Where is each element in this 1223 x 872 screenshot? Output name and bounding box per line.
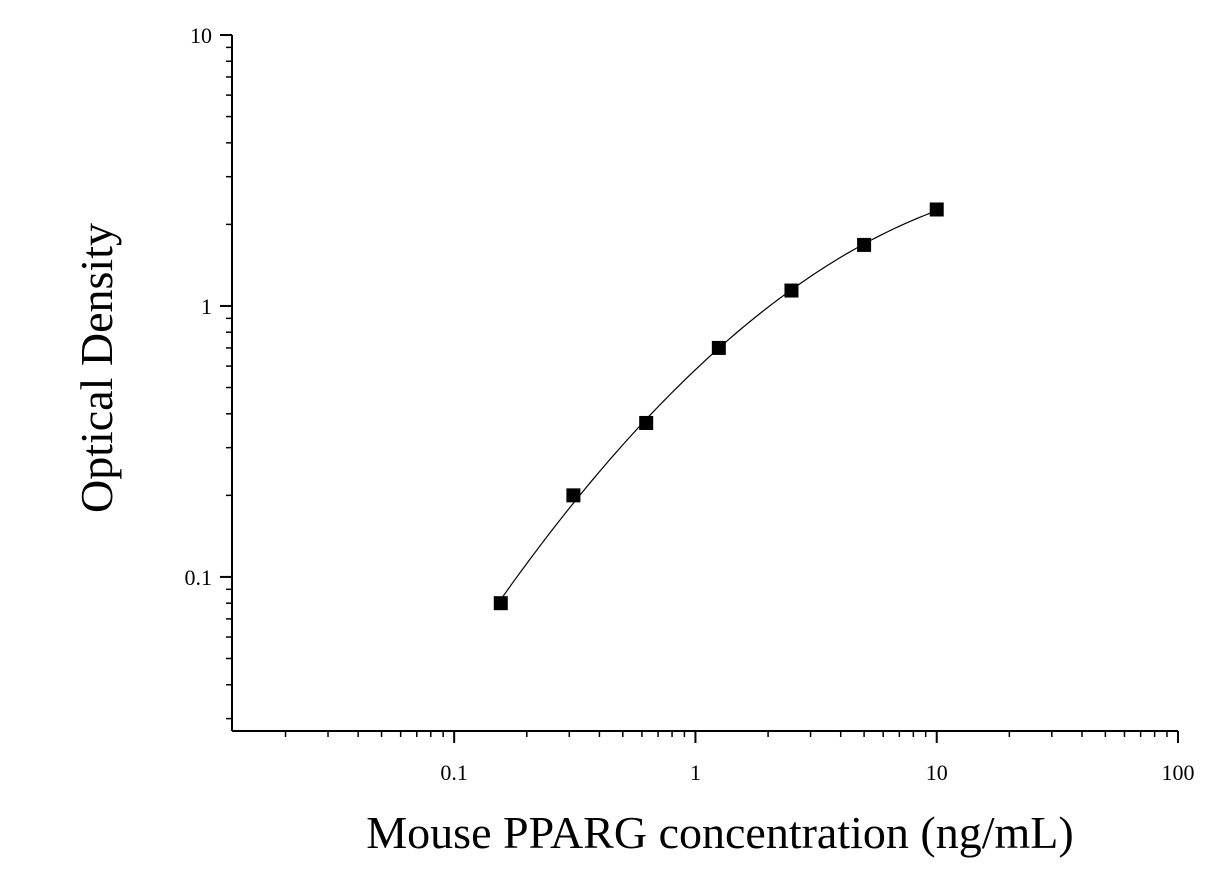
fit-curve: [500, 210, 937, 600]
y-ticks: 0.1 1 10: [185, 23, 232, 720]
x-tick-label: 0.1: [440, 760, 468, 785]
x-tick-label: 1: [690, 760, 701, 785]
y-tick-label: 10: [190, 23, 212, 48]
data-point: [929, 202, 944, 217]
data-point: [784, 283, 799, 298]
y-tick-label: 1: [201, 294, 212, 319]
data-point: [566, 488, 581, 503]
x-tick-label: 10: [926, 760, 948, 785]
data-points: [493, 202, 944, 611]
y-axis-title: Optical Density: [71, 223, 122, 513]
y-tick-label: 0.1: [185, 565, 213, 590]
axes: [231, 35, 1178, 732]
data-point: [711, 340, 726, 355]
x-axis-title: Mouse PPARG concentration (ng/mL): [366, 807, 1073, 858]
data-point: [493, 596, 508, 611]
x-tick-label: 100: [1162, 760, 1195, 785]
data-point: [639, 415, 654, 430]
x-ticks: 0.1 1 10 100: [284, 731, 1195, 785]
data-point: [857, 237, 872, 252]
